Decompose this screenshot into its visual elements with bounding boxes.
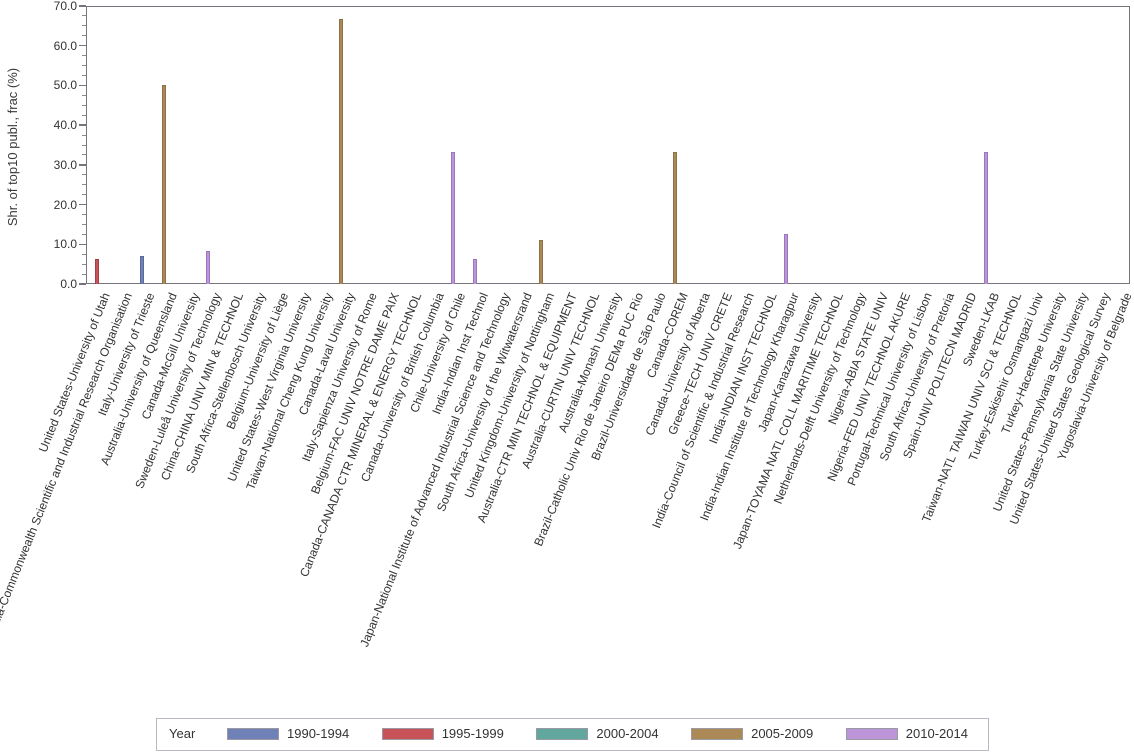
y-tick-label: 40.0 [53, 118, 77, 133]
y-tick-minor [82, 25, 86, 27]
legend-swatch [845, 728, 898, 740]
y-tick-minor [82, 134, 86, 136]
bar [161, 85, 166, 284]
y-tick-minor [82, 35, 86, 37]
bar [983, 151, 988, 284]
y-tick-label: 20.0 [53, 197, 77, 212]
y-tick-minor [82, 223, 86, 225]
y-tick-minor [82, 154, 86, 156]
y-tick-label: 50.0 [53, 78, 77, 93]
bar [139, 255, 144, 284]
bar [339, 19, 344, 284]
legend-label: 2000-2004 [596, 726, 659, 741]
y-tick-minor [82, 75, 86, 76]
y-tick-major [79, 203, 86, 206]
bar [672, 151, 677, 284]
y-tick-label: 60.0 [53, 38, 77, 53]
x-category-label: Australia-Commonwealth Scientific and In… [0, 290, 136, 655]
bar [95, 258, 100, 284]
y-tick-minor [82, 253, 86, 255]
y-tick-minor [82, 65, 86, 67]
y-tick-major [79, 243, 86, 246]
y-tick-label: 10.0 [53, 237, 77, 252]
y-tick-label: 70.0 [53, 0, 77, 13]
y-tick-label: 30.0 [53, 157, 77, 172]
y-axis-title: Shr. of top10 publ., frac (%) [5, 67, 20, 227]
bar [783, 234, 788, 284]
legend-swatch [691, 728, 744, 740]
y-tick-minor [82, 144, 86, 146]
legend-swatch [381, 728, 434, 740]
y-tick-minor [82, 214, 86, 215]
legend-label: 1990-1994 [287, 726, 350, 741]
y-tick-label: 0.0 [60, 277, 77, 291]
y-tick-minor [82, 114, 86, 116]
y-tick-minor [82, 184, 86, 186]
y-tick-minor [82, 94, 86, 96]
y-tick-major [79, 84, 86, 87]
y-tick-minor [82, 15, 86, 17]
y-tick-major [79, 44, 86, 47]
bar [539, 239, 544, 284]
legend-title: Year [169, 726, 196, 741]
legend-swatch [227, 728, 279, 740]
plot-area [86, 6, 1130, 284]
bar [206, 251, 211, 284]
y-tick-minor [82, 273, 86, 275]
y-tick-minor [82, 104, 86, 106]
legend-swatch [536, 728, 589, 740]
bar [450, 151, 455, 284]
y-tick-minor [82, 233, 86, 235]
y-tick-minor [82, 174, 86, 176]
y-tick-major [79, 124, 86, 126]
legend-label: 1995-1999 [441, 726, 504, 741]
legend: Year 1990-1994 1995-1999 2000-2004 2005-200… [156, 718, 989, 751]
bar [472, 258, 477, 284]
legend-label: 2010-2014 [905, 726, 968, 741]
y-tick-major [79, 283, 86, 285]
y-tick-minor [82, 55, 86, 57]
legend-label: 2005-2009 [751, 726, 814, 741]
y-tick-minor [82, 194, 86, 196]
y-tick-major [79, 164, 86, 166]
y-tick-major [79, 5, 86, 7]
y-tick-minor [82, 263, 86, 265]
